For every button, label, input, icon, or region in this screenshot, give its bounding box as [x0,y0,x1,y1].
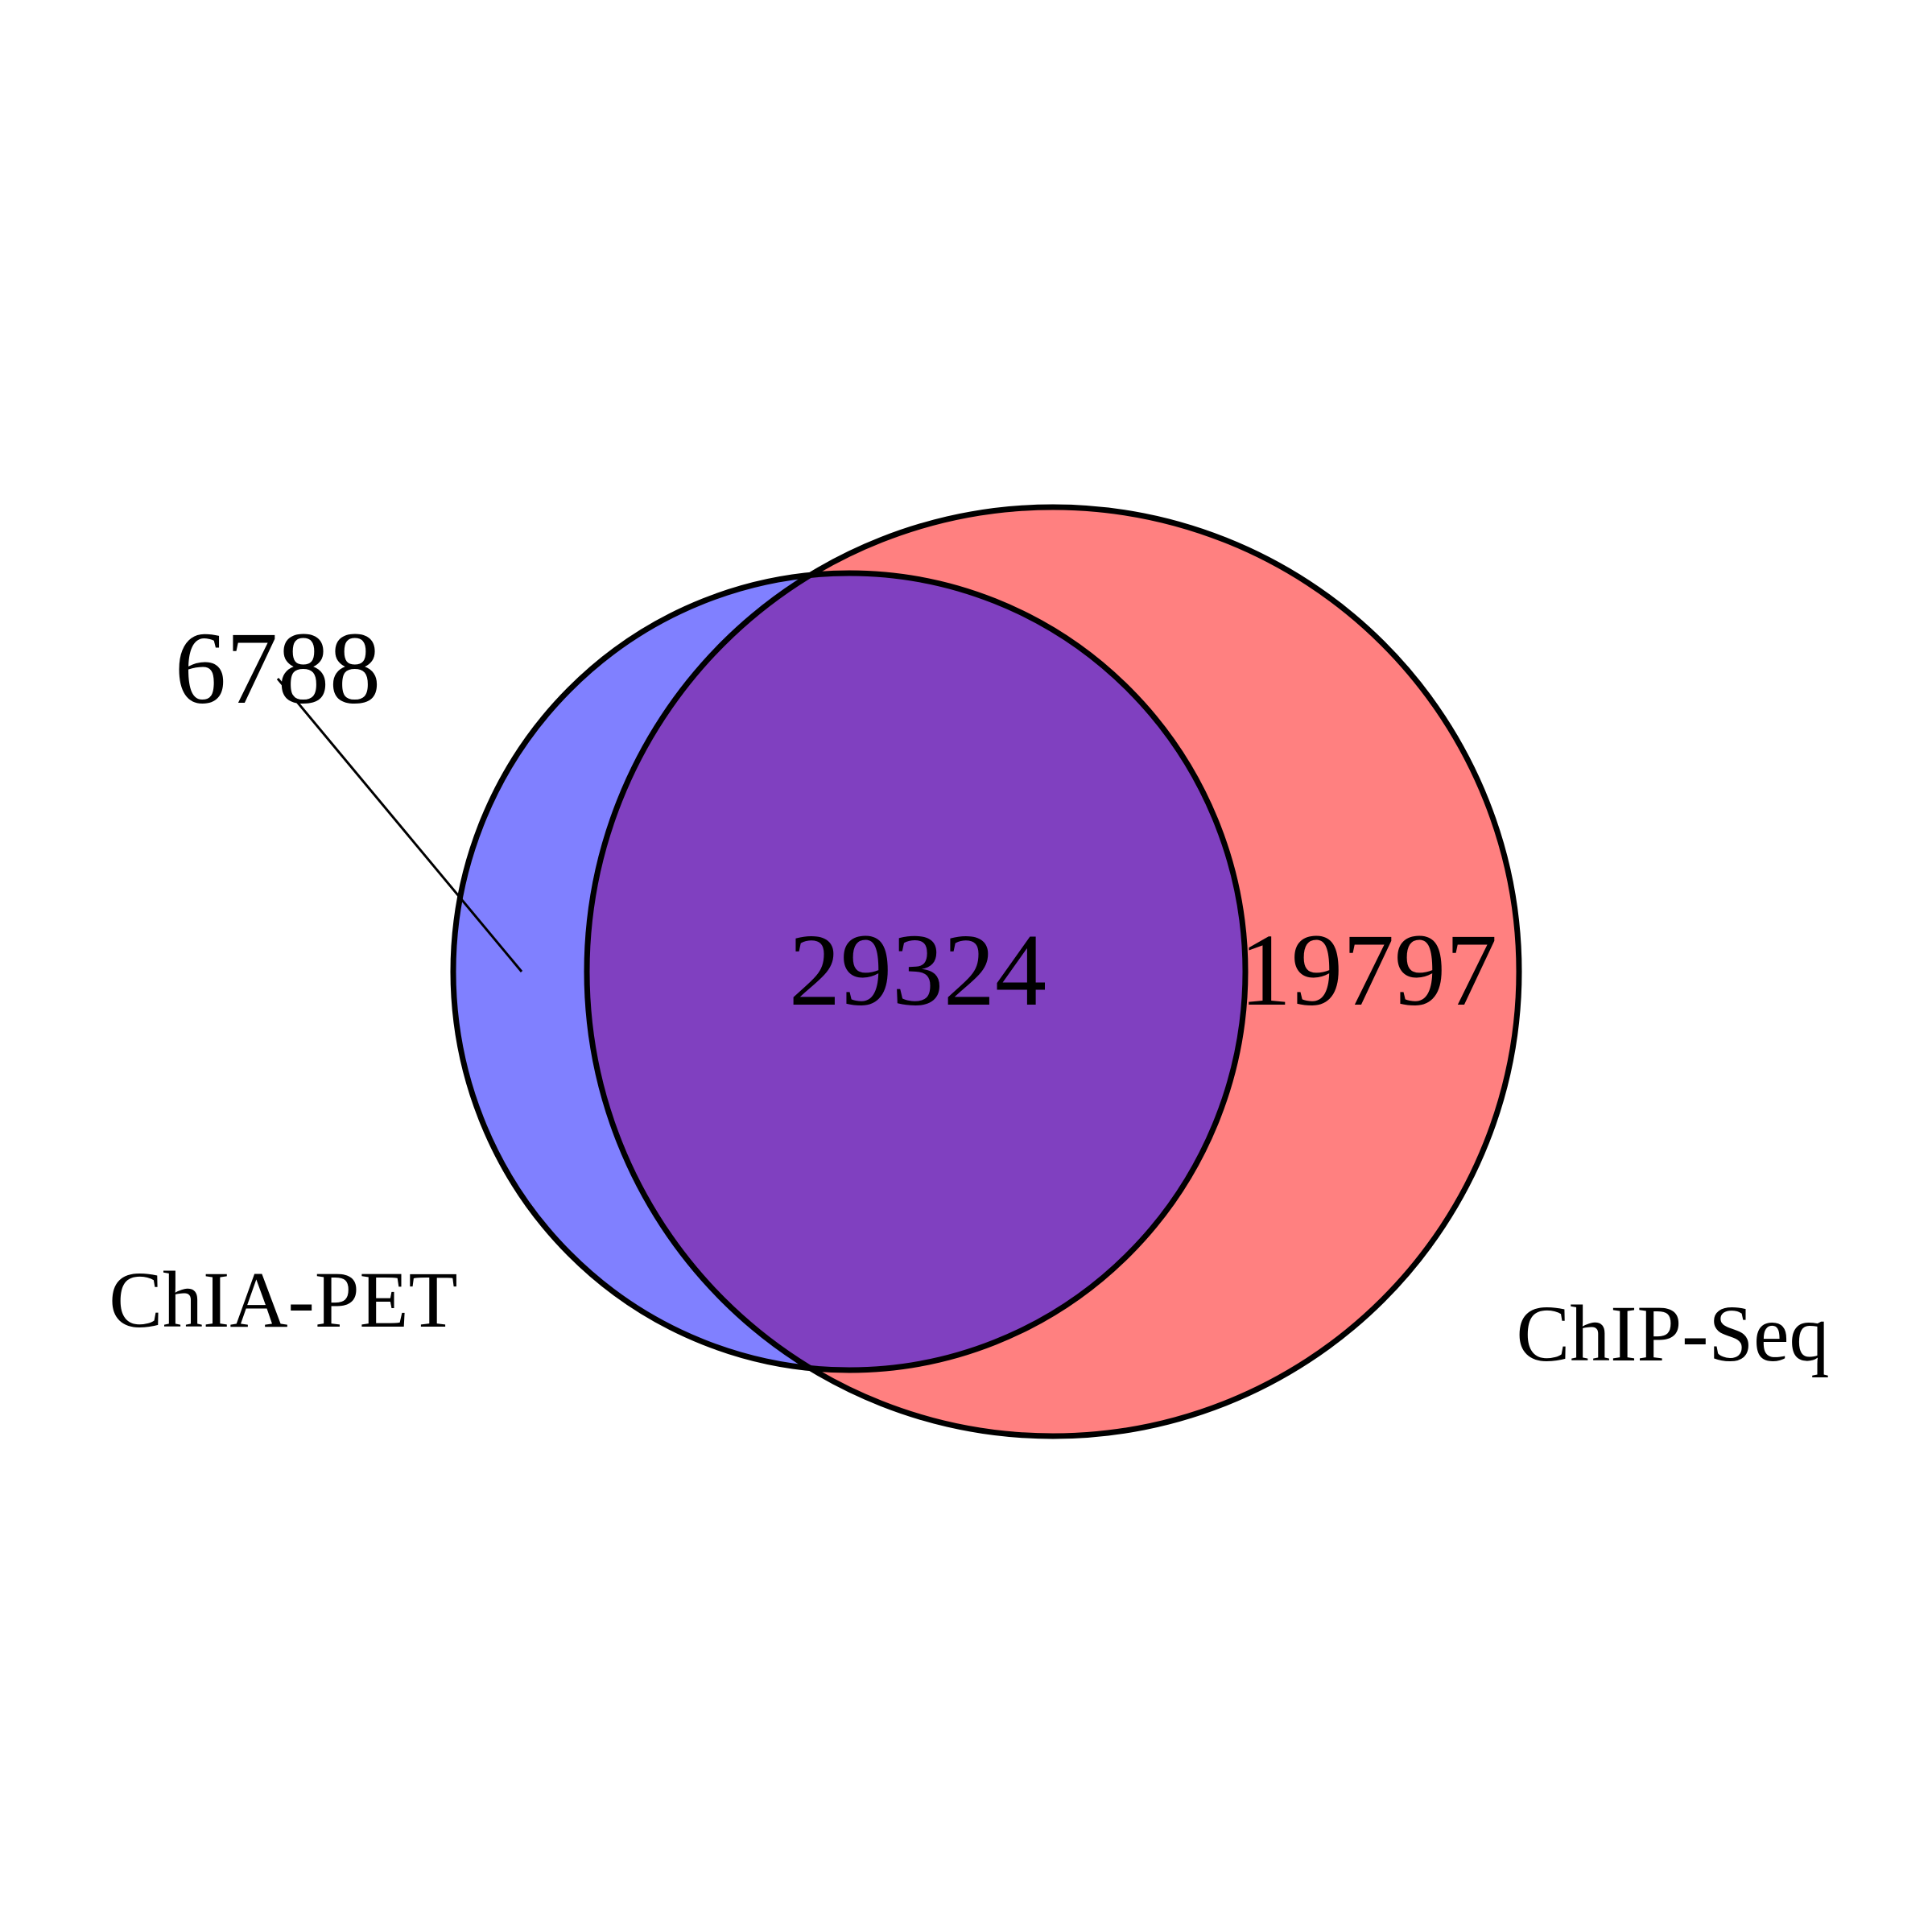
chia-pet-circle-outline [450,570,1249,1373]
intersection-count: 29324 [789,913,1046,1027]
right-only-count: 19797 [1240,913,1497,1027]
left-only-leader-line [276,678,523,972]
chia-pet-set-label: ChIA-PET [109,1255,457,1344]
left-only-count: 6788 [175,611,381,725]
chip-seq-circle-outline [584,504,1522,1439]
overlap-region [587,573,1245,1370]
chip-seq-set-label: ChIP-Seq [1517,1289,1830,1378]
